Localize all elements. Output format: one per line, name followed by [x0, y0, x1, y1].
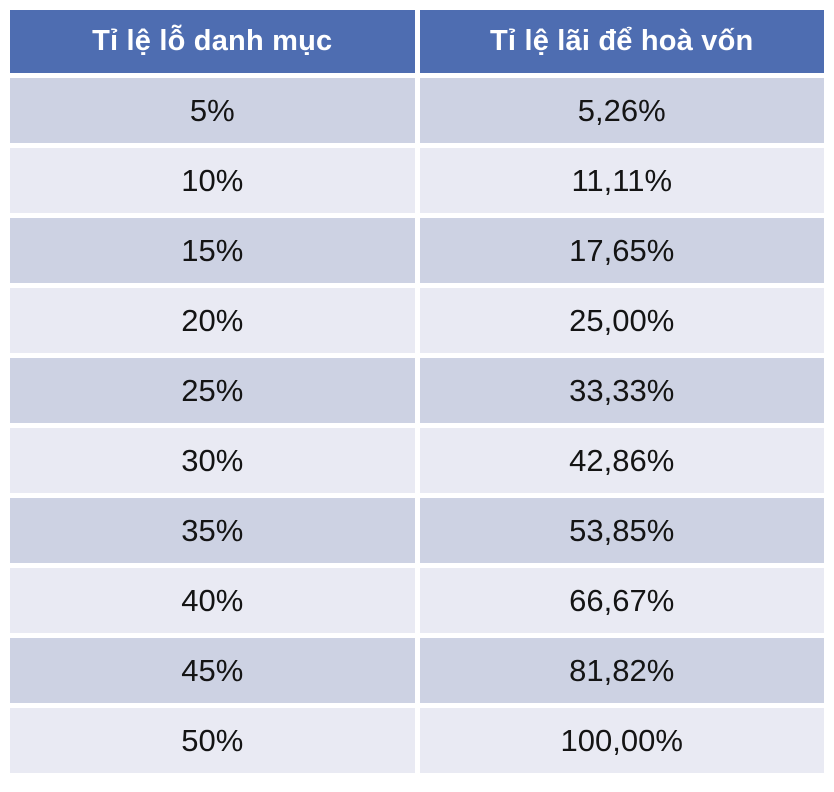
loss-cell: 10%: [10, 148, 415, 213]
breakeven-cell: 66,67%: [419, 568, 824, 633]
loss-cell: 45%: [10, 638, 415, 703]
loss-cell: 35%: [10, 498, 415, 563]
loss-cell: 15%: [10, 218, 415, 283]
breakeven-cell: 42,86%: [419, 428, 824, 493]
loss-cell: 50%: [10, 708, 415, 773]
breakeven-cell: 11,11%: [419, 148, 824, 213]
loss-cell: 20%: [10, 288, 415, 353]
loss-cell: 5%: [10, 78, 415, 143]
breakeven-cell: 25,00%: [419, 288, 824, 353]
loss-cell: 30%: [10, 428, 415, 493]
loss-cell: 25%: [10, 358, 415, 423]
column-header-loss: Tỉ lệ lỗ danh mục: [10, 10, 415, 73]
breakeven-cell: 81,82%: [419, 638, 824, 703]
breakeven-cell: 53,85%: [419, 498, 824, 563]
column-header-breakeven: Tỉ lệ lãi để hoà vốn: [419, 10, 824, 73]
breakeven-cell: 5,26%: [419, 78, 824, 143]
breakeven-cell: 17,65%: [419, 218, 824, 283]
breakeven-cell: 100,00%: [419, 708, 824, 773]
loss-cell: 40%: [10, 568, 415, 633]
breakeven-cell: 33,33%: [419, 358, 824, 423]
breakeven-table: Tỉ lệ lỗ danh mục Tỉ lệ lãi để hoà vốn 5…: [10, 10, 824, 773]
